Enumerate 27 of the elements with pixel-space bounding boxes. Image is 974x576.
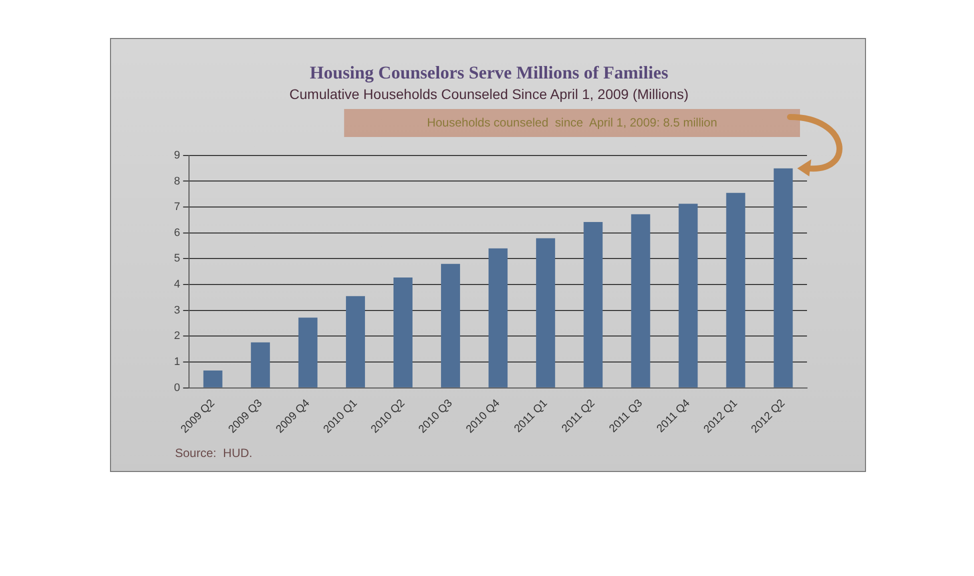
bar [536, 238, 556, 388]
bar [441, 264, 460, 388]
chart-title: Housing Counselors Serve Millions of Families [310, 62, 668, 82]
bar [726, 192, 746, 388]
source-note: Source: HUD. [175, 446, 252, 460]
bar [584, 222, 603, 388]
y-tick-label: 0 [174, 382, 180, 394]
bar [393, 278, 413, 388]
text: Households counseled since April 1, 2009: 8.5 million [426, 115, 718, 130]
y-tick-label: 6 [174, 226, 180, 239]
bar [774, 168, 793, 388]
y-tick-label: 3 [174, 304, 180, 316]
chart-subtitle: Cumulative Households Counseled Since April 1, 2009 (Millions) [289, 86, 689, 102]
y-tick-label: 1 [174, 356, 180, 368]
y-tick-label: 5 [174, 252, 180, 265]
bar [250, 342, 270, 388]
bar [203, 370, 222, 388]
bar [298, 318, 318, 388]
y-tick-label: 2 [174, 330, 180, 342]
bar [631, 214, 650, 388]
bar [678, 204, 698, 388]
y-tick-label: 4 [174, 278, 180, 291]
bar [488, 248, 508, 388]
y-tick-label: 9 [174, 149, 180, 162]
y-tick-label: 7 [174, 201, 180, 214]
bar [346, 296, 365, 388]
y-tick-label: 8 [174, 175, 180, 188]
